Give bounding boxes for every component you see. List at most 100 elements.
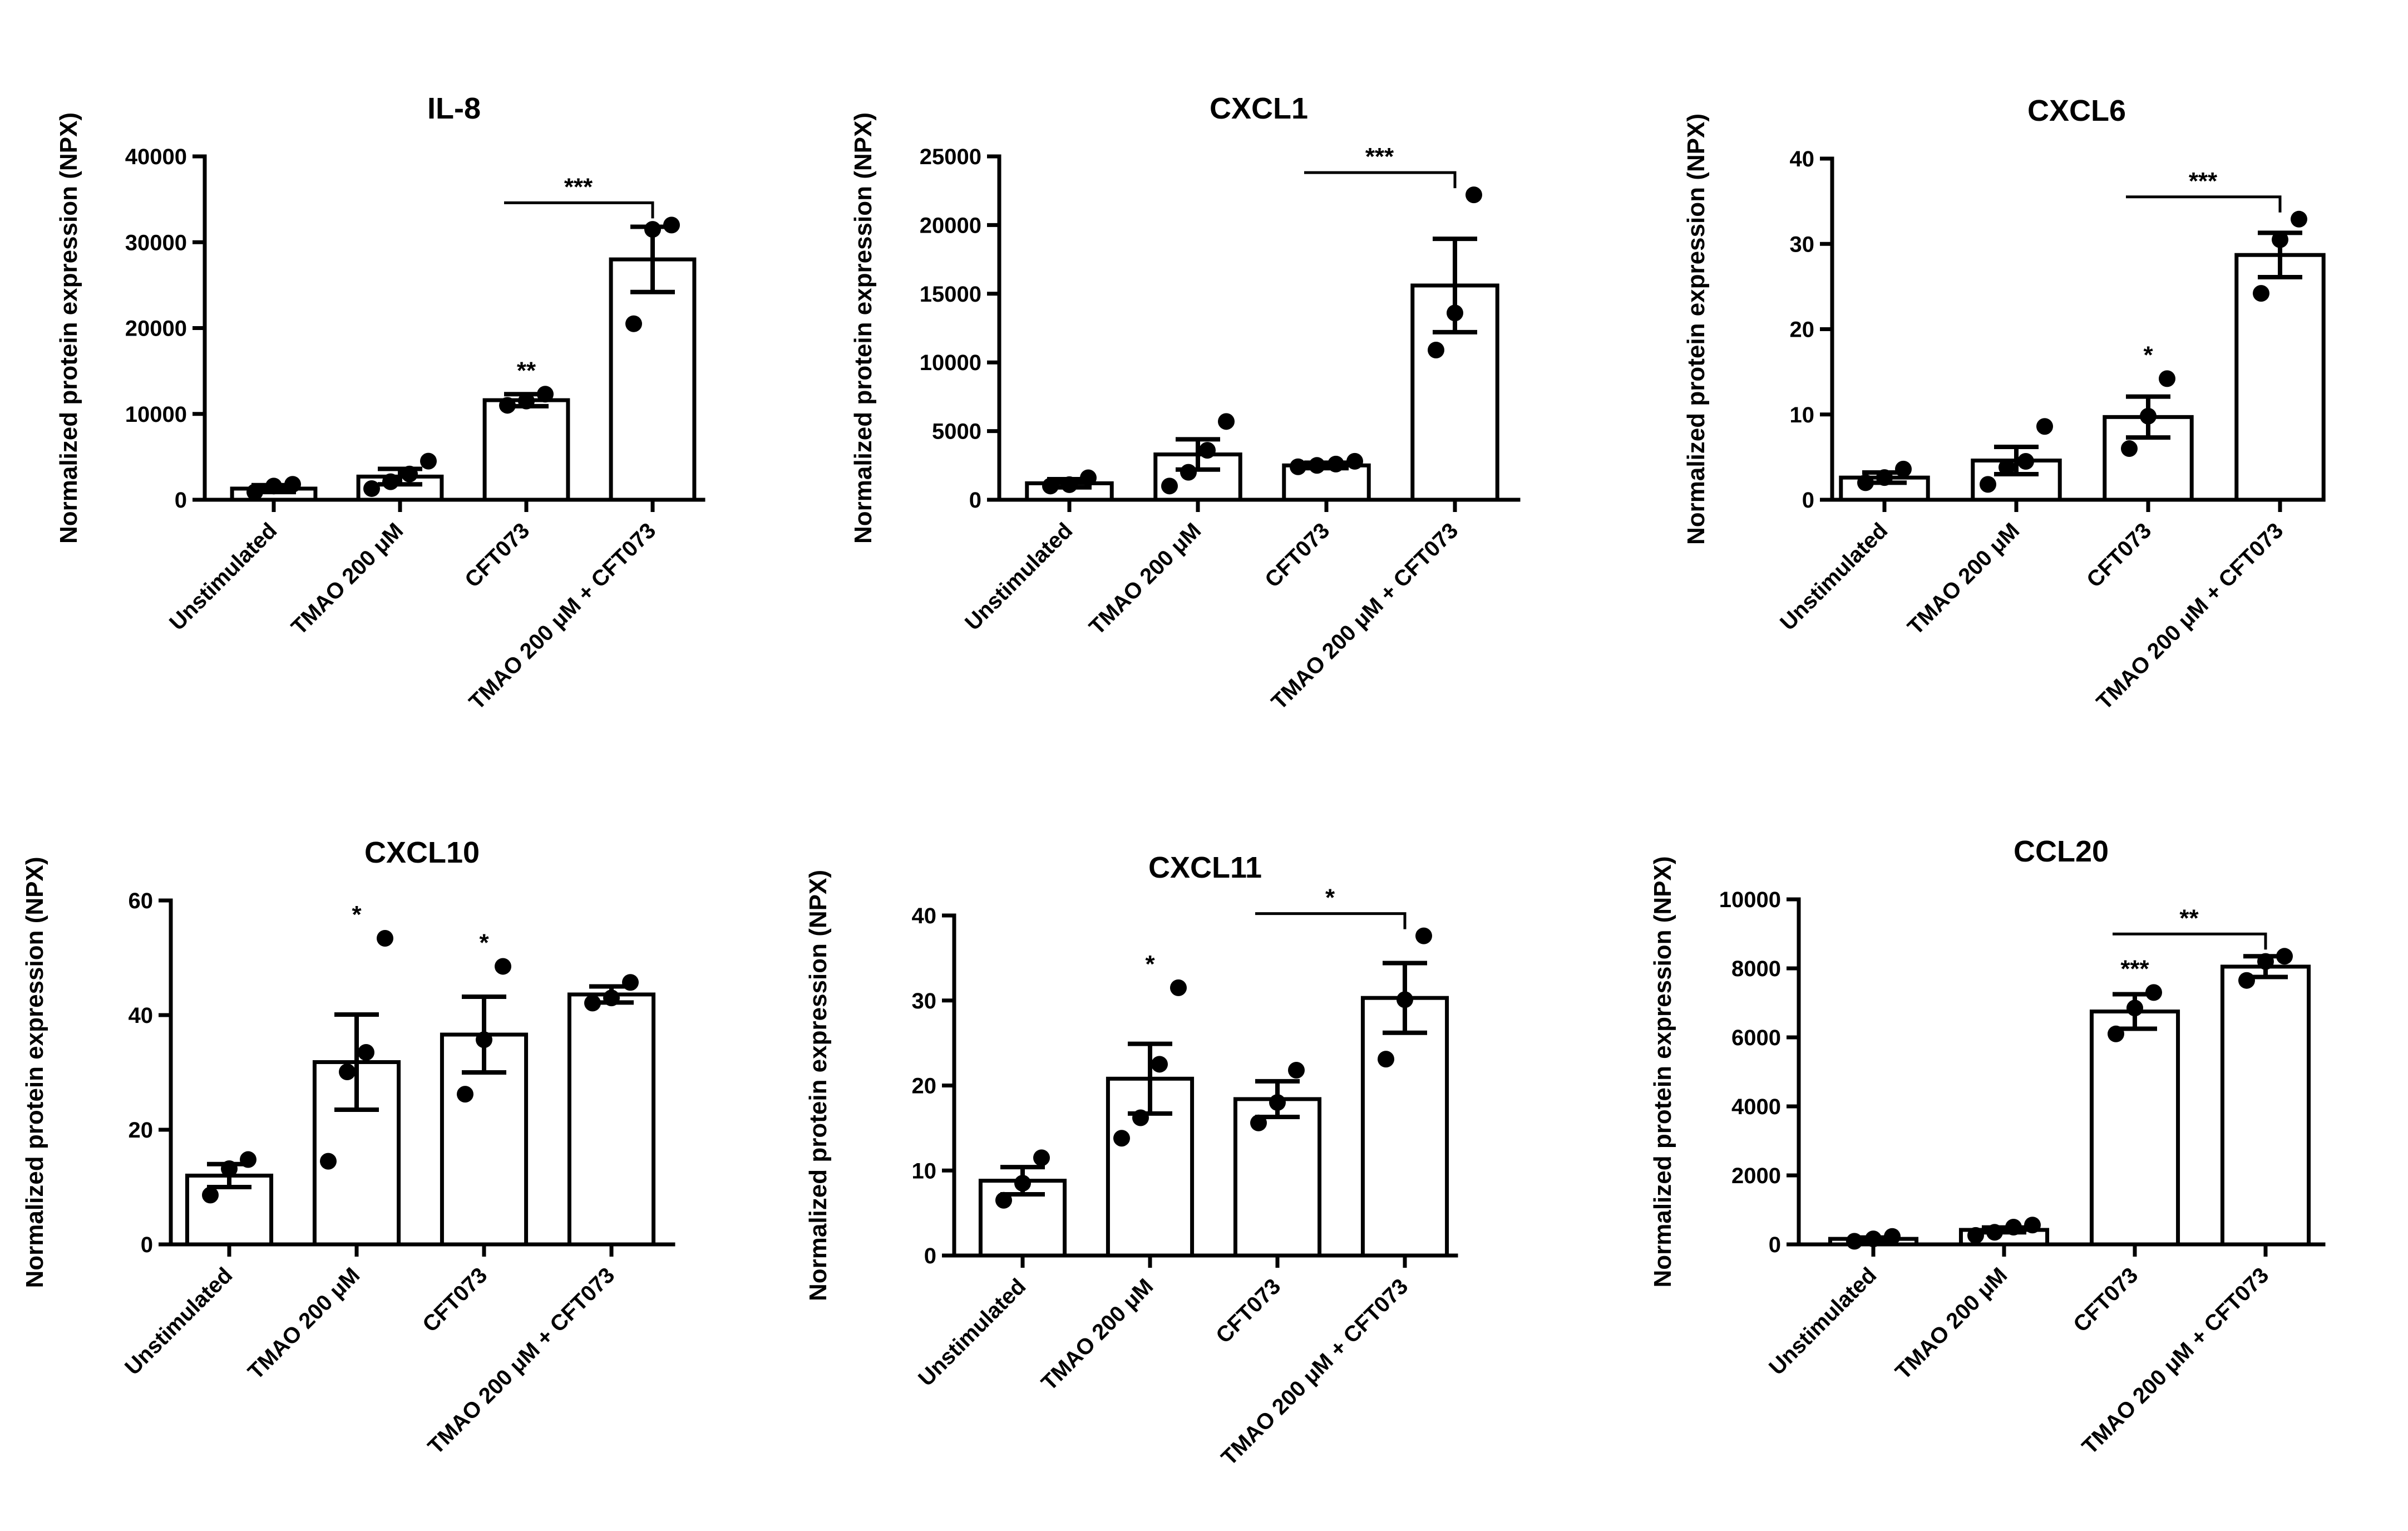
y-tick-label: 4000 xyxy=(1731,1095,1781,1119)
bar xyxy=(567,992,656,1247)
y-tick-label: 25000 xyxy=(920,145,981,169)
significance-marker: * xyxy=(352,901,362,928)
x-tick-label: CFT073 xyxy=(1260,518,1334,592)
data-point xyxy=(1309,457,1325,474)
data-point xyxy=(339,1063,356,1080)
data-point xyxy=(2121,440,2138,457)
x-tick-label: TMAO 200 μM xyxy=(1903,518,2024,639)
x-tick-label: TMAO 200 μM xyxy=(287,518,408,639)
comparison-bracket xyxy=(2126,195,2282,213)
bracket-significance: *** xyxy=(2189,168,2218,195)
x-tick-label: Unstimulated xyxy=(914,1274,1030,1391)
data-point xyxy=(1465,186,1482,204)
data-point xyxy=(1199,442,1216,459)
bar xyxy=(1233,1097,1322,1258)
y-axis-label: Normalized protein expression (NPX) xyxy=(1649,856,1676,1287)
y-axis-label: Normalized protein expression (NPX) xyxy=(1682,114,1710,545)
data-point xyxy=(625,315,642,332)
chart-title: CXCL11 xyxy=(1148,851,1262,884)
y-tick-label: 30000 xyxy=(125,230,187,255)
data-point xyxy=(358,1043,374,1061)
significance-marker: ** xyxy=(517,357,536,384)
x-tick-label: TMAO 200 μM xyxy=(1084,518,1206,639)
chart-panel-2: CXCL1 Normalized protein expression (NPX)… xyxy=(850,92,1521,715)
x-tick-label: TMAO 200 μM xyxy=(243,1263,364,1384)
x-tick-label: Unstimulated xyxy=(960,518,1077,635)
significance-marker: * xyxy=(479,929,489,956)
x-tick-label: Unstimulated xyxy=(120,1263,237,1380)
y-tick-label: 0 xyxy=(175,488,187,513)
data-point xyxy=(1180,464,1197,481)
chart-panel-3: CXCL6 Normalized protein expression (NPX)… xyxy=(1682,94,2326,715)
y-tick-label: 15000 xyxy=(920,282,981,307)
data-point xyxy=(2291,210,2307,228)
bar xyxy=(2220,964,2311,1247)
comparison-bracket xyxy=(504,201,654,219)
y-axis-label: Normalized protein expression (NPX) xyxy=(850,112,877,544)
data-point xyxy=(457,1086,473,1103)
chart-title: CXCL1 xyxy=(1210,92,1308,125)
y-tick-label: 40000 xyxy=(125,145,187,169)
y-tick-label: 0 xyxy=(1769,1233,1781,1257)
comparison-bracket xyxy=(2113,932,2267,950)
data-point xyxy=(495,958,511,975)
x-tick-label: TMAO 200 μM xyxy=(1037,1274,1158,1395)
y-tick-label: 40 xyxy=(912,904,937,928)
y-tick-label: 0 xyxy=(1802,488,1814,513)
bar xyxy=(609,257,697,502)
data-point xyxy=(1428,341,1444,358)
chart-title: CCL20 xyxy=(2014,835,2109,868)
y-axis-label: Normalized protein expression (NPX) xyxy=(21,856,48,1288)
chart-title: CXCL10 xyxy=(364,836,480,869)
y-tick-label: 30 xyxy=(912,989,937,1013)
comparison-bracket xyxy=(1255,912,1407,929)
chart-panel-5: CXCL11 Normalized protein expression (NPX… xyxy=(805,851,1458,1470)
data-point xyxy=(1161,477,1178,495)
x-tick-label: CFT073 xyxy=(418,1263,492,1337)
chart-title: CXCL6 xyxy=(2027,94,2126,127)
data-point xyxy=(1895,460,1912,477)
data-point xyxy=(1113,1130,1130,1147)
chart-panel-4: CXCL10 Normalized protein expression (NPX… xyxy=(21,836,675,1459)
data-point xyxy=(1346,452,1363,470)
bracket-significance: ** xyxy=(2179,904,2199,932)
data-point xyxy=(363,480,380,497)
significance-marker: * xyxy=(2143,341,2153,368)
y-tick-label: 0 xyxy=(141,1233,153,1257)
data-point xyxy=(1290,458,1306,475)
y-tick-label: 20000 xyxy=(125,317,187,341)
x-tick-label: TMAO 200 μM xyxy=(1891,1263,2012,1384)
y-tick-label: 8000 xyxy=(1731,957,1781,981)
data-point xyxy=(2159,370,2175,387)
data-point xyxy=(1967,1227,1984,1244)
y-tick-label: 10000 xyxy=(125,402,187,427)
y-tick-label: 20 xyxy=(129,1118,154,1143)
chart-panel-6: CCL20 Normalized protein expression (NPX)… xyxy=(1649,835,2326,1459)
data-point xyxy=(377,929,393,947)
significance-marker: *** xyxy=(2120,955,2149,982)
bar xyxy=(482,398,570,502)
comparison-bracket xyxy=(1304,171,1457,189)
x-tick-label: CFT073 xyxy=(460,518,534,592)
data-point xyxy=(1288,1062,1305,1079)
data-point xyxy=(1033,1149,1050,1166)
x-tick-label: Unstimulated xyxy=(1764,1263,1881,1380)
y-axis-label: Normalized protein expression (NPX) xyxy=(55,112,82,544)
x-tick-label: Unstimulated xyxy=(165,518,282,635)
data-point xyxy=(2036,418,2053,435)
data-point xyxy=(320,1153,337,1170)
bracket-significance: * xyxy=(1325,884,1335,912)
y-tick-label: 10 xyxy=(1790,403,1815,427)
y-tick-label: 10000 xyxy=(1719,888,1781,912)
y-tick-label: 20000 xyxy=(920,213,981,238)
data-point xyxy=(1378,1051,1394,1068)
chart-panel-1: IL-8 Normalized protein expression (NPX) 0… xyxy=(55,92,705,715)
y-tick-label: 40 xyxy=(1790,147,1815,171)
chart-title: IL-8 xyxy=(427,92,481,125)
data-point xyxy=(1151,1056,1168,1073)
bracket-significance: *** xyxy=(1365,143,1394,170)
y-tick-label: 0 xyxy=(924,1244,936,1268)
bar xyxy=(1360,996,1449,1258)
y-tick-label: 10 xyxy=(912,1159,937,1183)
